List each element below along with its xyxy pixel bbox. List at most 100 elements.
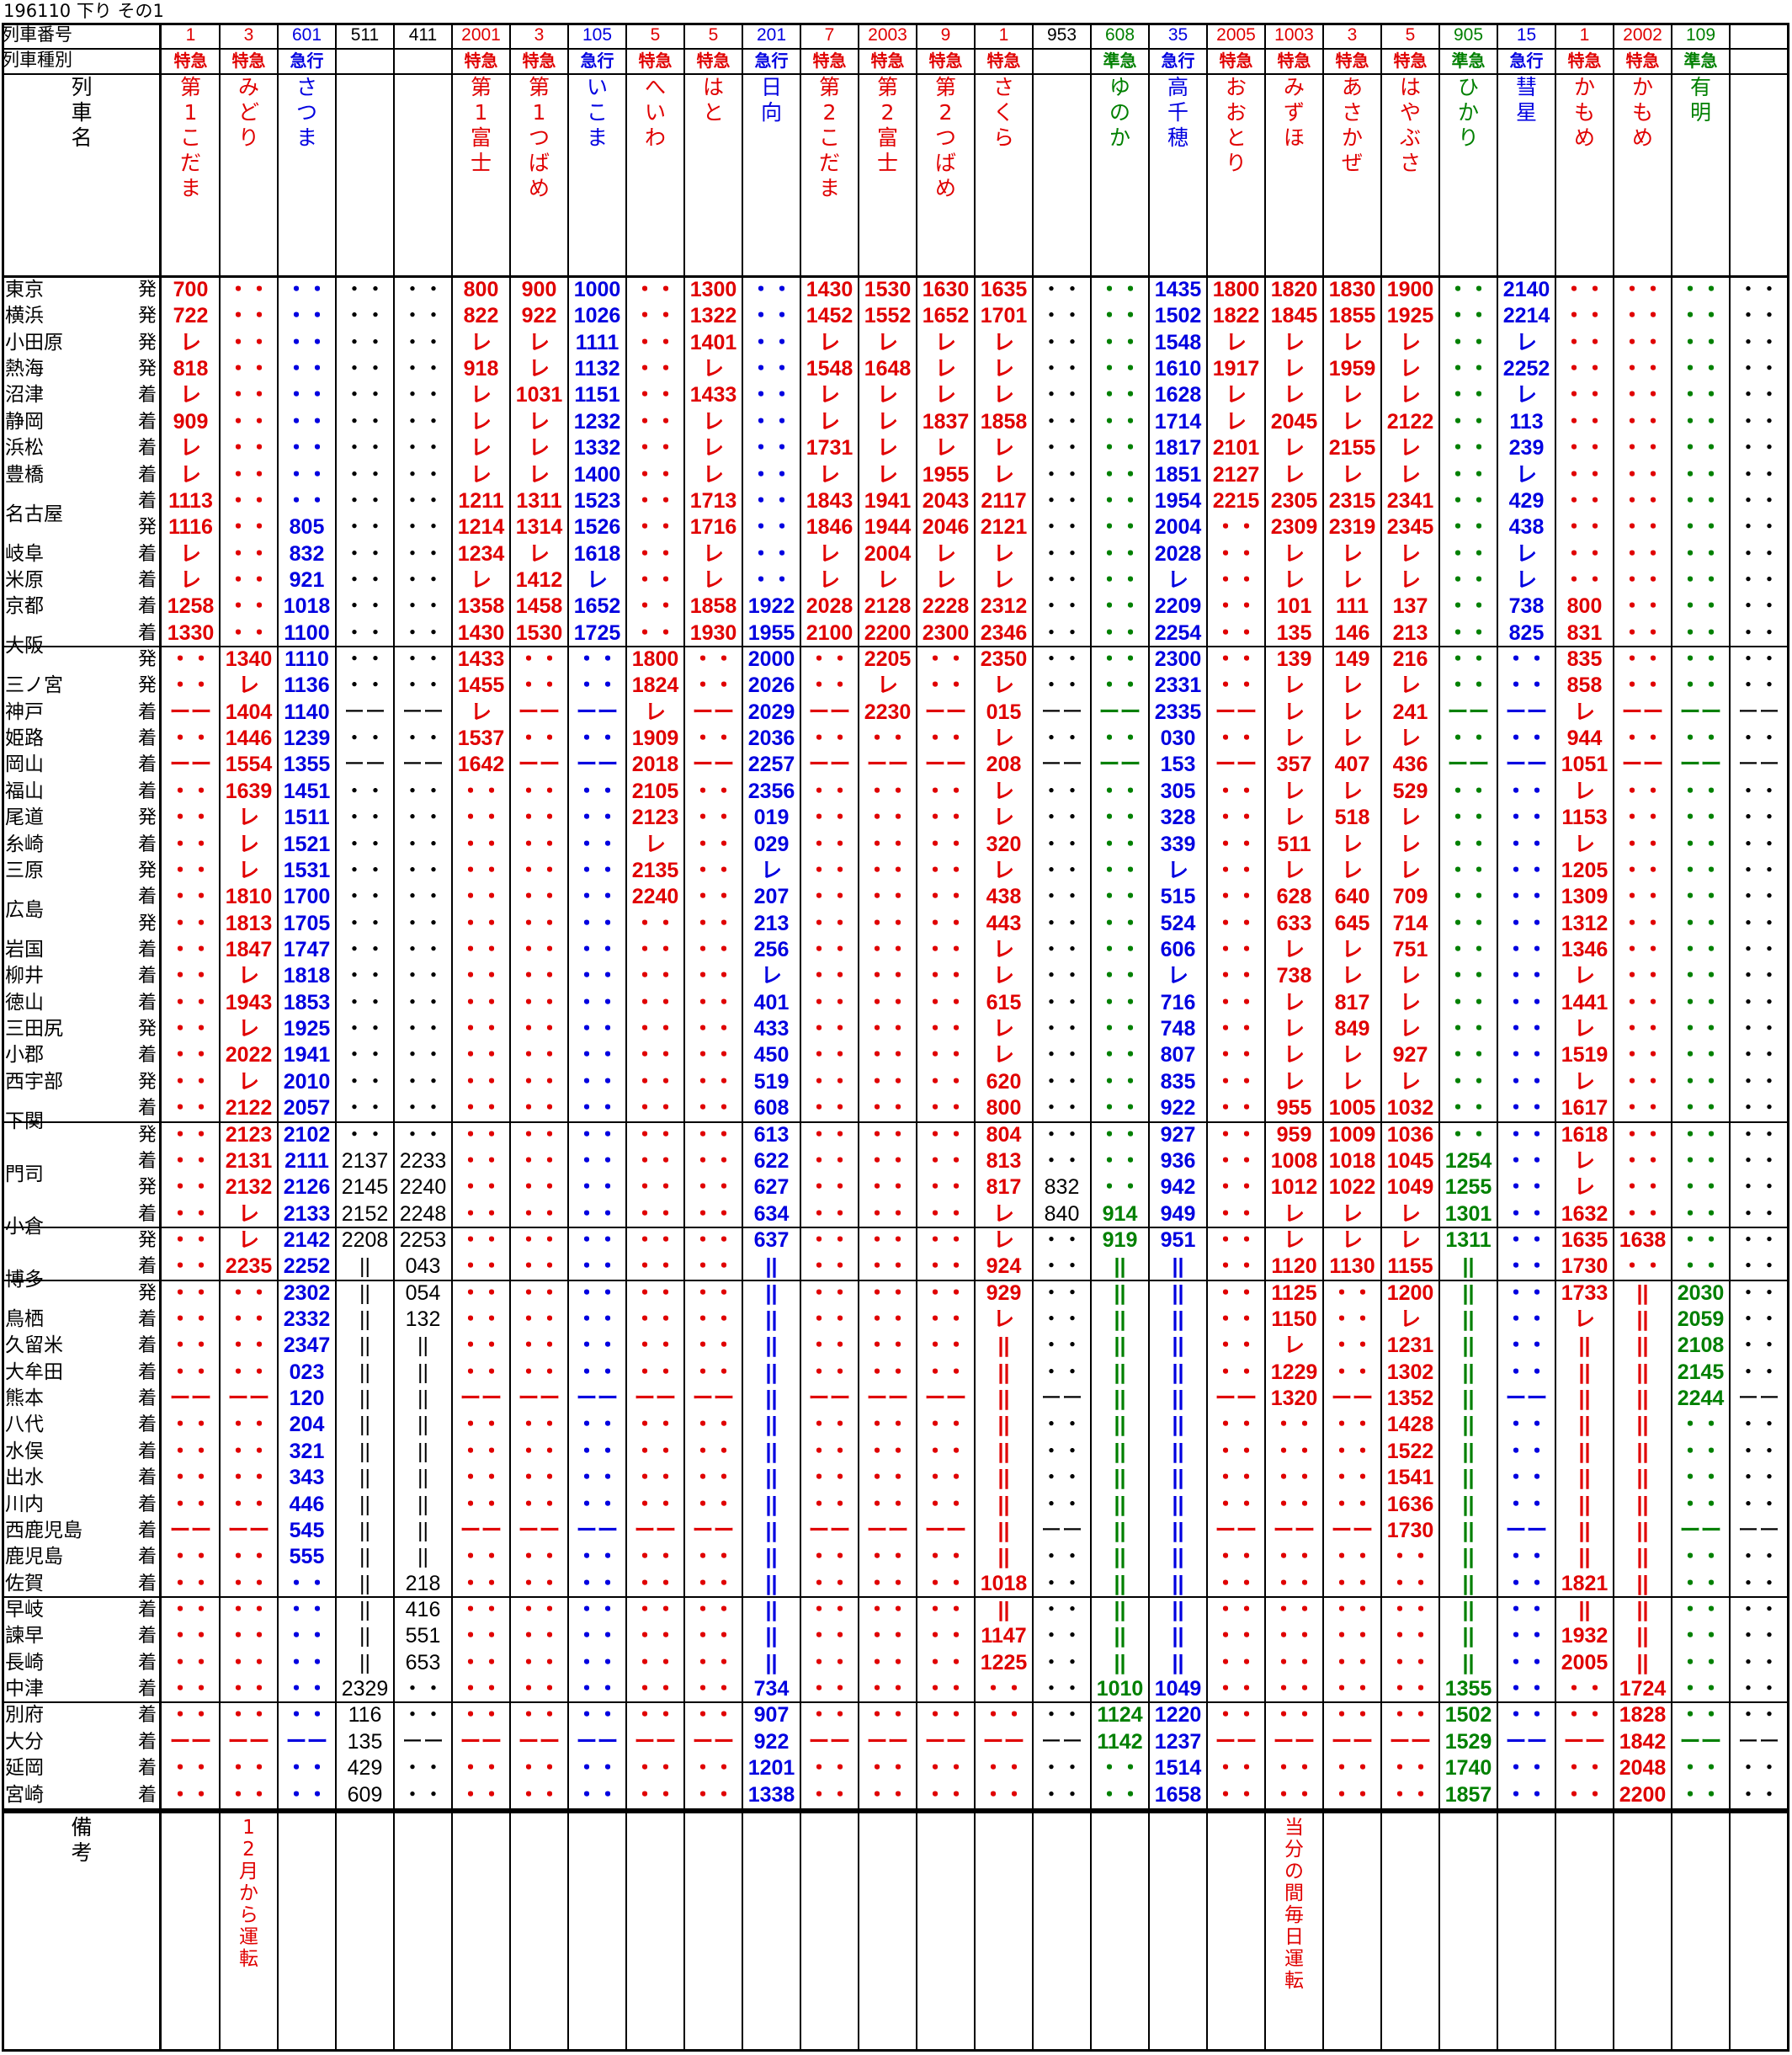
time-cell: 2057 — [283, 1096, 331, 1121]
station-name: 中津 — [5, 1678, 44, 1701]
time-cell: 1705 — [283, 911, 331, 935]
time-cell: ・・ — [1098, 1069, 1141, 1094]
time-cell: ・・ — [1737, 673, 1780, 698]
time-cell: ・・ — [169, 1598, 212, 1621]
grid-line — [2, 646, 1789, 648]
time-cell: ・・ — [692, 1148, 735, 1173]
time-cell: レ — [702, 436, 724, 461]
time-cell: ・・ — [1505, 1148, 1548, 1173]
time-cell: 1435 — [1154, 278, 1202, 301]
time-cell: ・・ — [866, 1096, 909, 1121]
time-cell: 1352 — [1386, 1387, 1434, 1411]
time-cell: 515 — [1160, 885, 1196, 909]
time-cell: ・・ — [1621, 383, 1664, 407]
time-cell: レ — [1283, 1017, 1305, 1041]
time-cell: ・・ — [1447, 330, 1490, 354]
time-cell: 900 — [521, 278, 557, 301]
time-cell: ・・ — [401, 727, 444, 751]
time-cell: ・・ — [634, 462, 677, 487]
train-remark — [585, 1817, 609, 2045]
time-cell: レ — [1399, 436, 1421, 461]
train-remark — [643, 1817, 667, 2045]
time-cell: 1701 — [980, 304, 1028, 328]
station-name: 別府 — [5, 1704, 44, 1727]
time-cell: ・・ — [924, 1122, 967, 1147]
time-cell: レ — [1573, 1307, 1595, 1332]
time-cell: ・・ — [227, 1334, 270, 1358]
time-cell: ・・ — [1621, 567, 1664, 592]
time-cell: 2253 — [399, 1227, 447, 1252]
time-cell: ・・ — [1737, 1650, 1780, 1674]
time-cell: ・・ — [169, 1650, 212, 1674]
time-cell: ・・ — [227, 357, 270, 381]
time-cell: レ — [1399, 1017, 1421, 1041]
time-cell: ・・ — [692, 806, 735, 830]
time-cell: ・・ — [1679, 1227, 1722, 1252]
station-name: 姫路 — [5, 727, 44, 750]
time-cell: ・・ — [401, 1677, 444, 1701]
time-cell: レ — [470, 700, 492, 724]
time-cell: || — [1172, 1492, 1184, 1516]
train-name: 彗星 — [1515, 75, 1537, 125]
time-cell: 738 — [1508, 594, 1545, 619]
time-cell: ・・ — [169, 938, 212, 961]
time-cell: ・・ — [634, 304, 677, 328]
time-cell: ・・ — [1621, 806, 1664, 830]
time-cell: レ — [1341, 673, 1363, 698]
time-cell: ・・ — [401, 911, 444, 935]
time-cell: || — [1636, 1545, 1649, 1569]
time-cell: ーー — [924, 1387, 967, 1411]
time-cell: 1847 — [225, 938, 273, 961]
time-cell: 1314 — [515, 515, 563, 540]
time-cell: ・・ — [1737, 1545, 1780, 1569]
time-cell: ・・ — [1040, 1148, 1083, 1173]
arrive-depart-mark: 発 — [138, 860, 157, 881]
train-type: 特急 — [1335, 51, 1369, 71]
train-type: 急行 — [754, 51, 789, 71]
time-cell: 2257 — [747, 753, 795, 777]
time-cell: ・・ — [343, 488, 386, 513]
time-cell: 1925 — [1386, 304, 1434, 328]
time-cell: 1430 — [806, 278, 853, 301]
time-cell: 832 — [1044, 1175, 1080, 1200]
station-name: 大分 — [5, 1730, 44, 1753]
time-cell: ーー — [924, 700, 967, 724]
train-remark — [1398, 1817, 1422, 2045]
time-cell: ・・ — [924, 1545, 967, 1569]
time-cell: ・・ — [285, 357, 328, 381]
time-cell: ・・ — [1505, 1782, 1548, 1807]
train-name: 第2こだま — [818, 75, 840, 200]
time-cell: ・・ — [1098, 1148, 1141, 1173]
time-cell: 524 — [1160, 911, 1196, 935]
time-cell: || — [1636, 1360, 1649, 1384]
time-cell: 922 — [753, 1729, 790, 1754]
time-cell: ・・ — [1331, 1466, 1374, 1490]
time-cell: ・・ — [634, 964, 677, 988]
train-number: 5 — [650, 25, 661, 45]
time-cell: 748 — [1160, 1017, 1196, 1041]
time-cell: ・・ — [924, 1017, 967, 1041]
time-cell: ・・ — [634, 1227, 677, 1252]
time-cell: ・・ — [1040, 673, 1083, 698]
train-remark — [1050, 1817, 1074, 2045]
time-cell: ・・ — [750, 462, 793, 487]
train-name: 第2つばめ — [934, 75, 956, 200]
time-cell: 2133 — [283, 1201, 331, 1226]
time-cell: 1140 — [284, 700, 330, 724]
time-cell: 1845 — [1270, 304, 1318, 328]
arrive-depart-mark: 着 — [138, 1626, 157, 1648]
station-name: 大牟田 — [5, 1360, 63, 1383]
time-cell: 1300 — [689, 278, 737, 301]
train-number: 3 — [243, 25, 254, 45]
time-cell: ーー — [1447, 753, 1490, 777]
time-cell: ・・ — [1331, 1756, 1374, 1781]
station-name: 八代 — [5, 1413, 44, 1436]
time-cell: ・・ — [1563, 541, 1606, 566]
time-cell: ・・ — [1563, 436, 1606, 461]
time-cell: 1843 — [806, 488, 853, 513]
time-cell: ・・ — [1679, 488, 1722, 513]
time-cell: 1817 — [1154, 436, 1202, 461]
time-cell: ・・ — [808, 1492, 851, 1516]
time-cell: ・・ — [1098, 383, 1141, 407]
time-cell: ・・ — [634, 1280, 677, 1305]
